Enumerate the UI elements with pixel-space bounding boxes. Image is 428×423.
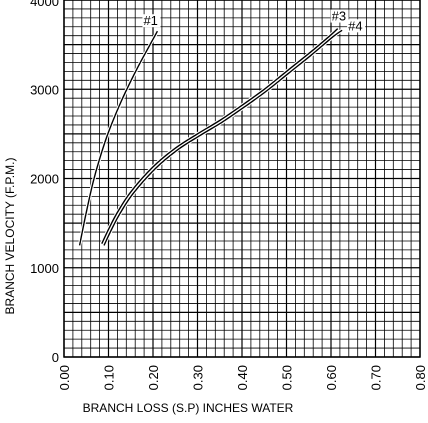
x-tick-label: 0.20	[146, 365, 161, 390]
curve-labels: #1 #3#4	[142, 9, 366, 33]
x-tick-label: 0.10	[102, 365, 117, 390]
y-tick-label: 4000	[30, 0, 59, 9]
x-tick-label: 0.00	[57, 365, 72, 390]
chart-grid	[63, 0, 421, 358]
curve-1-line	[78, 30, 159, 246]
chart-curves	[77, 27, 344, 247]
plot-frame	[63, 0, 421, 358]
x-tick-label: 0.60	[324, 365, 339, 390]
x-tick-labels: 0.00 0.10 0.20 0.30 0.40 0.50 0.60 0.70 0.80	[57, 365, 428, 390]
x-axis-label: BRANCH LOSS (S.P) INCHES WATER	[83, 401, 294, 415]
curve-label-bg	[347, 19, 366, 33]
curve-label-bg	[142, 14, 161, 28]
x-tick-label: 0.40	[235, 365, 250, 390]
y-axis-label: BRANCH VELOCITY (F.P.M.)	[3, 158, 17, 315]
y-tick-label: 2000	[30, 172, 59, 187]
plot-border	[63, 0, 421, 358]
curve-label-1: #1	[143, 13, 157, 28]
x-tick-label: 0.70	[369, 365, 384, 390]
x-tick-label: 0.30	[191, 365, 206, 390]
y-tick-label: 1000	[30, 261, 59, 276]
x-tick-label: 0.80	[413, 365, 428, 390]
curve-3-line	[101, 28, 339, 244]
y-tick-labels: 0 1000 2000 3000 4000	[30, 0, 59, 365]
x-tick-label: 0.50	[280, 365, 295, 390]
y-tick-label: 0	[52, 350, 59, 365]
curve-label-bg	[330, 9, 349, 23]
curve-label-3: #3	[332, 9, 346, 24]
y-tick-label: 3000	[30, 82, 59, 97]
curve-label-4: #4	[348, 18, 362, 33]
curve-4-line	[103, 29, 343, 246]
